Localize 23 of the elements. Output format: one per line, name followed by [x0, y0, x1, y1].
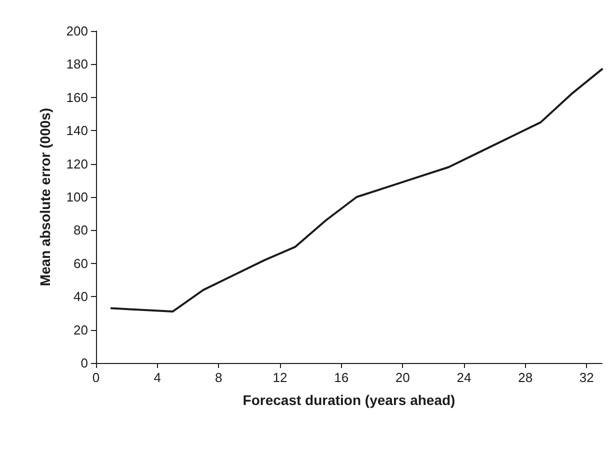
y-axis-title: Mean absolute error (000s) [37, 108, 53, 286]
line-series [110, 68, 603, 313]
x-tick-label: 8 [215, 370, 222, 385]
x-tick-label: 16 [334, 370, 349, 385]
x-tick-label: 12 [272, 370, 288, 385]
x-tick-label: 4 [154, 370, 161, 385]
x-tick-label: 0 [92, 370, 100, 385]
y-tick-label: 100 [66, 190, 88, 204]
y-tick-label: 160 [66, 90, 88, 105]
y-tick-label: 200 [66, 24, 88, 38]
x-tick-label: 20 [395, 370, 410, 385]
x-tick-label: 28 [518, 370, 533, 385]
y-tick-label: 180 [66, 56, 88, 72]
y-tick-label: 120 [66, 156, 88, 172]
x-axis-title: Forecast duration (years ahead) [242, 392, 456, 408]
y-tick-label: 20 [74, 322, 88, 338]
y-tick-label: 60 [74, 256, 88, 271]
y-tick-label: 140 [66, 123, 88, 138]
x-tick-label: 32 [579, 370, 594, 385]
x-tick-label: 24 [456, 370, 472, 385]
y-tick-label: 40 [74, 289, 88, 304]
y-tick-label: 80 [74, 222, 88, 238]
y-tick-label: 0 [80, 356, 88, 370]
